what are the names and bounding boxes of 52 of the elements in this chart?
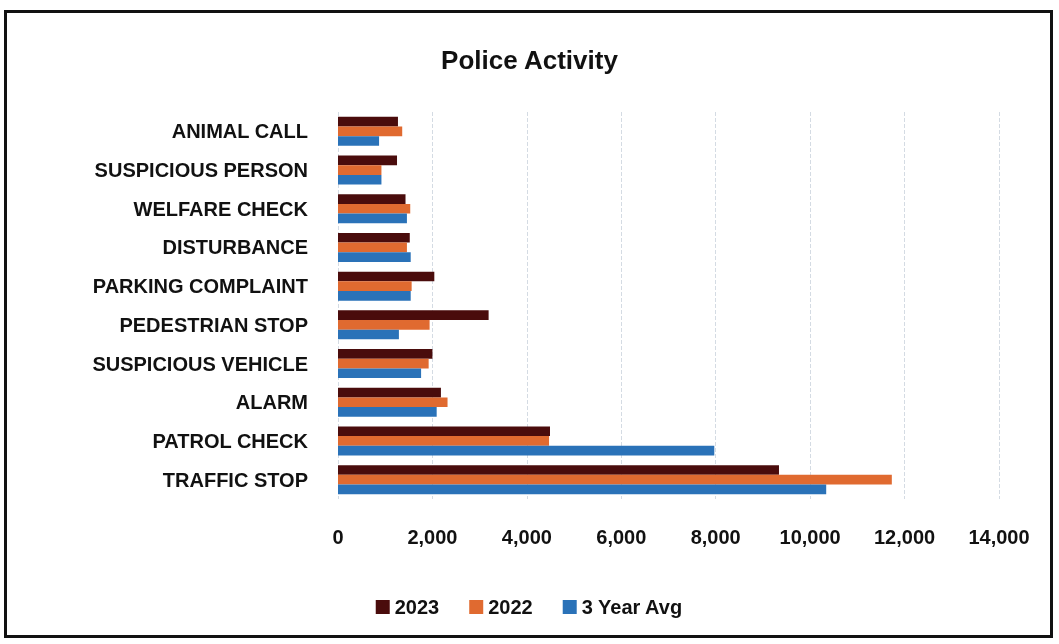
- x-tick-label: 14,000: [968, 526, 1030, 548]
- bar: [338, 484, 827, 495]
- bar: [338, 194, 406, 204]
- x-tick-label: 2,000: [407, 526, 458, 548]
- legend-label: 2022: [488, 596, 533, 618]
- x-tick-label: 10,000: [779, 526, 841, 548]
- bar: [338, 290, 411, 301]
- y-tick-label: SUSPICIOUS VEHICLE: [92, 352, 308, 375]
- bar: [338, 397, 448, 408]
- y-tick-label: DISTURBANCE: [162, 236, 308, 259]
- chart-title: Police Activity: [441, 45, 619, 75]
- bar: [338, 426, 550, 437]
- bar: [338, 407, 437, 417]
- bar: [338, 281, 412, 291]
- y-tick-label: SUSPICIOUS PERSON: [94, 159, 308, 182]
- y-tick-label: PEDESTRIAN STOP: [119, 313, 308, 336]
- bar: [338, 320, 430, 330]
- y-tick-label: PARKING COMPLAINT: [92, 275, 308, 298]
- y-tick-label: WELFARE CHECK: [133, 197, 309, 220]
- bar: [338, 349, 433, 359]
- bar: [338, 203, 411, 214]
- x-tick-label: 8,000: [690, 526, 741, 548]
- bar: [338, 242, 407, 253]
- bar: [338, 358, 429, 369]
- bar: [338, 155, 398, 166]
- y-tick-label: PATROL CHECK: [152, 429, 309, 452]
- x-tick-label: 4,000: [501, 526, 552, 548]
- y-tick-label: TRAFFIC STOP: [162, 468, 308, 491]
- bar: [338, 368, 422, 379]
- bar: [338, 387, 441, 398]
- bar: [338, 329, 399, 340]
- bar: [338, 436, 550, 446]
- legend-label: 2023: [394, 596, 440, 618]
- bar: [338, 271, 435, 282]
- bar: [338, 126, 403, 137]
- bar: [338, 474, 892, 485]
- y-tick-label: ANIMAL CALL: [171, 120, 308, 143]
- bar: [338, 116, 398, 127]
- x-tick-label: 6,000: [596, 526, 647, 548]
- bar: [338, 465, 779, 475]
- legend-label: 3 Year Avg: [581, 596, 683, 618]
- bar: [338, 136, 380, 146]
- bar: [338, 445, 715, 456]
- bar: [338, 213, 407, 224]
- bar: [338, 174, 382, 185]
- bar: [338, 165, 382, 175]
- bar: [338, 232, 410, 243]
- x-tick-label: 12,000: [873, 526, 936, 548]
- x-tick-label: 0: [332, 526, 344, 548]
- y-tick-label: ALARM: [235, 391, 308, 414]
- bar: [338, 252, 411, 262]
- bar: [338, 310, 489, 321]
